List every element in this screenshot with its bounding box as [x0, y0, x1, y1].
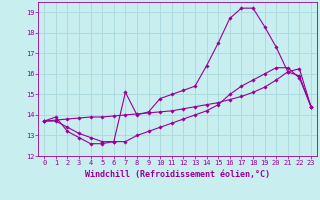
X-axis label: Windchill (Refroidissement éolien,°C): Windchill (Refroidissement éolien,°C) — [85, 170, 270, 179]
